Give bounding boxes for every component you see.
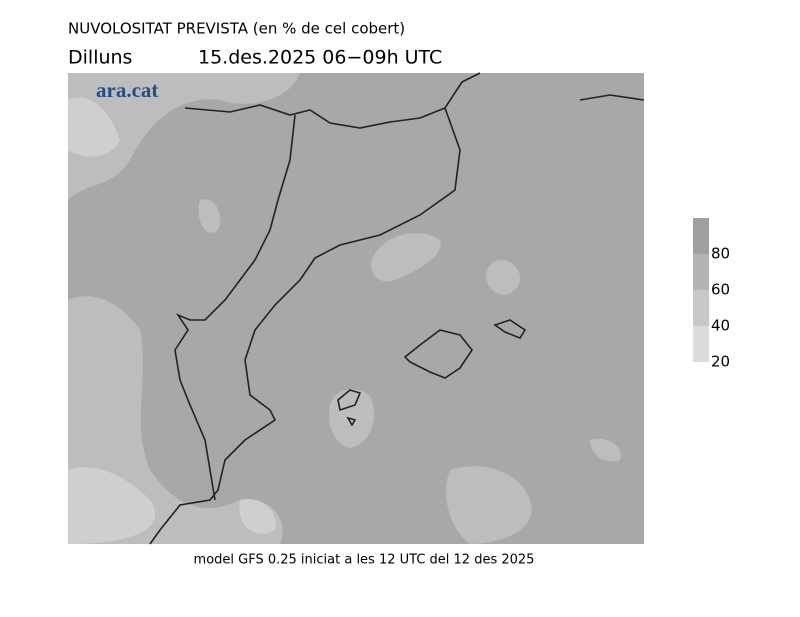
legend-band xyxy=(693,290,709,326)
logo: ara.cat xyxy=(96,78,158,102)
legend: 20 40 60 80 xyxy=(693,218,730,371)
coastlines xyxy=(149,72,645,545)
date: 15.des.2025 06−09h UTC xyxy=(198,47,442,69)
title: NUVOLOSITAT PREVISTA (en % de cel cobert… xyxy=(68,20,405,38)
legend-band xyxy=(693,326,709,362)
legend-band xyxy=(693,218,709,254)
map: ara.cat xyxy=(68,72,645,545)
map-background xyxy=(68,73,644,544)
legend-tick-label: 80 xyxy=(711,245,730,263)
legend-band xyxy=(693,254,709,290)
legend-tick-label: 20 xyxy=(711,353,730,371)
day: Dilluns xyxy=(68,47,132,69)
legend-tick-label: 40 xyxy=(711,317,730,335)
lighter-cloud-areas xyxy=(68,97,276,544)
footer: model GFS 0.25 iniciat a les 12 UTC del … xyxy=(194,553,535,568)
legend-tick-label: 60 xyxy=(711,281,730,299)
